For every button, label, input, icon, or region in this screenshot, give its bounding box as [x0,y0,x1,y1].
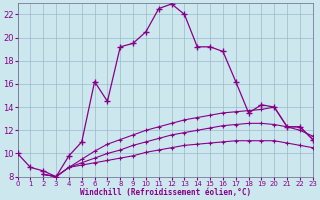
X-axis label: Windchill (Refroidissement éolien,°C): Windchill (Refroidissement éolien,°C) [80,188,251,197]
